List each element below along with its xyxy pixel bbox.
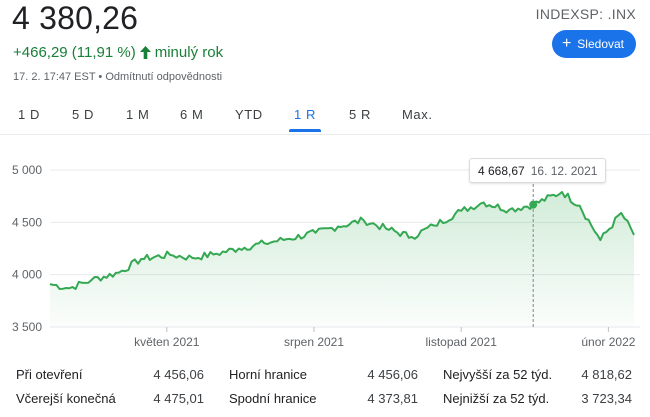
stat-value-52w-low: 3 723,34 (581, 391, 632, 406)
y-axis-tick-label: 4 500 (12, 215, 42, 229)
stat-value-prev-close: 4 475,01 (153, 391, 204, 406)
stat-label-open: Při otevření (16, 367, 83, 382)
tabs-divider (0, 134, 650, 135)
stats-row: Včerejší konečná 4 475,01 Spodní hranice… (0, 391, 650, 413)
price-change-period: minulý rok (154, 44, 224, 61)
chart-series-line (49, 191, 635, 290)
tab-1r[interactable]: 1 R (294, 107, 317, 122)
y-axis-tick-label: 5 000 (12, 163, 42, 177)
tooltip-date: 16. 12. 2021 (530, 163, 598, 178)
chart-hover-marker (529, 200, 538, 209)
price-change-value: +466,29 (11,91 %) (13, 44, 136, 61)
x-axis-tick-label: listopad 2021 (426, 335, 498, 349)
plus-icon: + (561, 35, 572, 52)
arrow-up-icon (139, 46, 151, 59)
price-change: +466,29 (11,91 %) minulý rok (13, 44, 223, 61)
x-axis-tick-label: srpen 2021 (284, 335, 344, 349)
follow-button-label: Sledovat (577, 37, 624, 51)
timestamp-disclaimer: 17. 2. 17:47 EST • Odmítnutí odpovědnost… (13, 71, 223, 83)
price-chart[interactable]: 5 000 4 500 4 000 3 500 květen 2021 srpen 20… (0, 140, 650, 360)
follow-button[interactable]: + Sledovat (551, 30, 636, 58)
stats-row: Při otevření 4 456,06 Horní hranice 4 45… (0, 367, 650, 389)
y-axis-tick-label: 4 000 (12, 268, 42, 282)
ticker-symbol: INDEXSP: .INX (535, 6, 636, 22)
stat-label-52w-low: Nejnižší za 52 týd. (443, 391, 550, 406)
current-price: 4 380,26 (12, 0, 139, 36)
tab-1m[interactable]: 1 M (126, 107, 150, 122)
tab-5r[interactable]: 5 R (349, 107, 372, 122)
chart-tooltip: 4 668,67 16. 12. 2021 (469, 158, 607, 183)
stat-value-low: 4 373,81 (367, 391, 418, 406)
stat-value-open: 4 456,06 (153, 367, 204, 382)
tab-6m[interactable]: 6 M (180, 107, 204, 122)
tab-max[interactable]: Max. (402, 107, 433, 122)
stat-value-high: 4 456,06 (367, 367, 418, 382)
stat-label-52w-high: Nejvyšší za 52 týd. (443, 367, 553, 382)
stat-label-high: Horní hranice (229, 367, 308, 382)
stat-label-low: Spodní hranice (229, 391, 317, 406)
active-tab-indicator (289, 129, 321, 132)
time-range-tabs: 1 D 5 D 1 M 6 M YTD 1 R 5 R Max. (0, 102, 650, 132)
x-axis-tick-label: květen 2021 (134, 335, 200, 349)
tab-5d[interactable]: 5 D (72, 107, 95, 122)
stat-label-prev-close: Včerejší konečná (16, 391, 116, 406)
tab-ytd[interactable]: YTD (235, 107, 263, 122)
chart-area-fill (50, 192, 634, 327)
stat-value-52w-high: 4 818,62 (581, 367, 632, 382)
tooltip-value: 4 668,67 (478, 163, 525, 178)
x-axis-tick-label: únor 2022 (581, 335, 635, 349)
tab-1d[interactable]: 1 D (18, 107, 41, 122)
y-axis-tick-label: 3 500 (12, 320, 42, 334)
